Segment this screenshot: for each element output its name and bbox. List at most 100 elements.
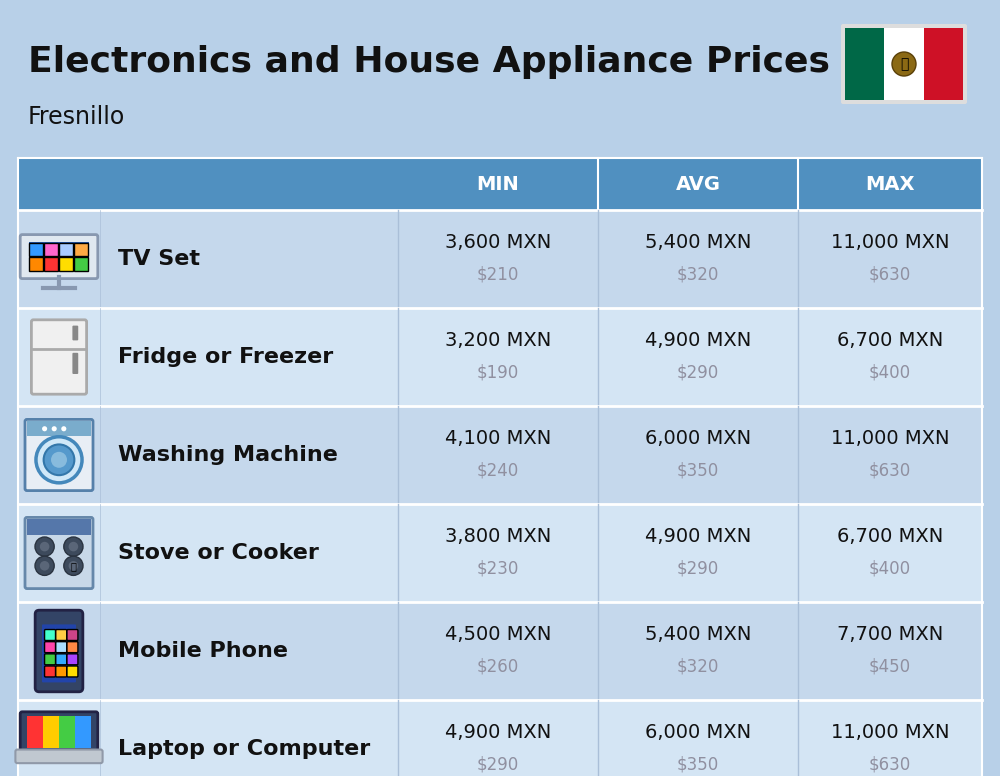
- Circle shape: [40, 561, 49, 570]
- Text: $320: $320: [677, 658, 719, 676]
- FancyBboxPatch shape: [20, 712, 98, 754]
- Text: MAX: MAX: [865, 175, 915, 193]
- Text: $320: $320: [677, 266, 719, 284]
- Text: $400: $400: [869, 364, 911, 382]
- Bar: [18, 158, 982, 210]
- FancyBboxPatch shape: [35, 610, 83, 691]
- Text: $230: $230: [477, 560, 519, 578]
- Circle shape: [69, 542, 78, 552]
- Circle shape: [69, 561, 78, 570]
- FancyBboxPatch shape: [841, 24, 967, 104]
- Bar: [75, 716, 91, 748]
- FancyBboxPatch shape: [45, 642, 56, 653]
- Text: 6,000 MXN: 6,000 MXN: [645, 429, 751, 449]
- Circle shape: [64, 556, 83, 575]
- Circle shape: [35, 556, 54, 575]
- FancyBboxPatch shape: [15, 750, 103, 763]
- Bar: [18, 210, 982, 308]
- Bar: [27, 716, 43, 748]
- Bar: [18, 602, 982, 700]
- Text: $350: $350: [677, 756, 719, 774]
- FancyBboxPatch shape: [29, 243, 43, 256]
- Text: Mobile Phone: Mobile Phone: [118, 641, 288, 661]
- Text: TV Set: TV Set: [118, 249, 200, 269]
- Text: $630: $630: [869, 462, 911, 480]
- Bar: [884, 28, 924, 100]
- FancyBboxPatch shape: [59, 258, 73, 271]
- Text: $260: $260: [477, 658, 519, 676]
- Circle shape: [51, 452, 67, 468]
- Bar: [27, 519, 91, 535]
- Text: Fresnillo: Fresnillo: [28, 105, 125, 129]
- Text: Fridge or Freezer: Fridge or Freezer: [118, 347, 333, 367]
- Bar: [27, 421, 91, 436]
- Bar: [924, 28, 963, 100]
- Text: 6,700 MXN: 6,700 MXN: [837, 331, 943, 351]
- Text: 3,200 MXN: 3,200 MXN: [445, 331, 551, 351]
- Text: $400: $400: [869, 560, 911, 578]
- Text: AVG: AVG: [676, 175, 720, 193]
- FancyBboxPatch shape: [31, 320, 87, 394]
- Text: 3,600 MXN: 3,600 MXN: [445, 234, 551, 252]
- Text: Washing Machine: Washing Machine: [118, 445, 338, 465]
- FancyBboxPatch shape: [56, 654, 67, 665]
- FancyBboxPatch shape: [74, 243, 88, 256]
- Text: $190: $190: [477, 364, 519, 382]
- FancyBboxPatch shape: [56, 642, 67, 653]
- FancyBboxPatch shape: [56, 629, 67, 640]
- Text: 11,000 MXN: 11,000 MXN: [831, 723, 949, 743]
- Text: 11,000 MXN: 11,000 MXN: [831, 429, 949, 449]
- Text: MIN: MIN: [477, 175, 519, 193]
- FancyBboxPatch shape: [67, 629, 78, 640]
- Text: 3,800 MXN: 3,800 MXN: [445, 528, 551, 546]
- Circle shape: [44, 445, 74, 475]
- Text: Stove or Cooker: Stove or Cooker: [118, 543, 319, 563]
- FancyBboxPatch shape: [56, 666, 67, 677]
- Bar: [43, 716, 59, 748]
- Text: $290: $290: [677, 364, 719, 382]
- FancyBboxPatch shape: [20, 234, 98, 279]
- Text: 11,000 MXN: 11,000 MXN: [831, 234, 949, 252]
- Circle shape: [42, 426, 47, 431]
- Bar: [59, 716, 75, 748]
- Text: $240: $240: [477, 462, 519, 480]
- FancyBboxPatch shape: [74, 258, 88, 271]
- Bar: [845, 28, 884, 100]
- FancyBboxPatch shape: [72, 353, 78, 374]
- Text: $450: $450: [869, 658, 911, 676]
- Text: 5,400 MXN: 5,400 MXN: [645, 625, 751, 645]
- FancyBboxPatch shape: [44, 243, 58, 256]
- FancyBboxPatch shape: [45, 629, 56, 640]
- FancyBboxPatch shape: [25, 518, 93, 589]
- FancyBboxPatch shape: [67, 666, 78, 677]
- FancyBboxPatch shape: [42, 625, 76, 682]
- FancyBboxPatch shape: [45, 654, 56, 665]
- Text: 5,400 MXN: 5,400 MXN: [645, 234, 751, 252]
- FancyBboxPatch shape: [25, 419, 93, 490]
- Circle shape: [52, 426, 57, 431]
- Bar: [18, 308, 982, 406]
- Text: $350: $350: [677, 462, 719, 480]
- Text: $210: $210: [477, 266, 519, 284]
- Text: 🦅: 🦅: [900, 57, 908, 71]
- Circle shape: [35, 537, 54, 556]
- FancyBboxPatch shape: [72, 326, 78, 341]
- Bar: [18, 406, 982, 504]
- Circle shape: [64, 537, 83, 556]
- Text: Laptop or Computer: Laptop or Computer: [118, 739, 370, 759]
- Circle shape: [892, 52, 916, 76]
- Circle shape: [61, 426, 66, 431]
- Text: 6,000 MXN: 6,000 MXN: [645, 723, 751, 743]
- FancyBboxPatch shape: [45, 666, 56, 677]
- FancyBboxPatch shape: [44, 258, 58, 271]
- FancyBboxPatch shape: [59, 243, 73, 256]
- Text: $630: $630: [869, 756, 911, 774]
- Bar: [18, 504, 982, 602]
- Text: 🔥: 🔥: [70, 561, 76, 571]
- Text: 7,700 MXN: 7,700 MXN: [837, 625, 943, 645]
- Text: $290: $290: [477, 756, 519, 774]
- Circle shape: [40, 542, 49, 552]
- Text: 4,900 MXN: 4,900 MXN: [645, 528, 751, 546]
- Text: 4,900 MXN: 4,900 MXN: [445, 723, 551, 743]
- Text: 6,700 MXN: 6,700 MXN: [837, 528, 943, 546]
